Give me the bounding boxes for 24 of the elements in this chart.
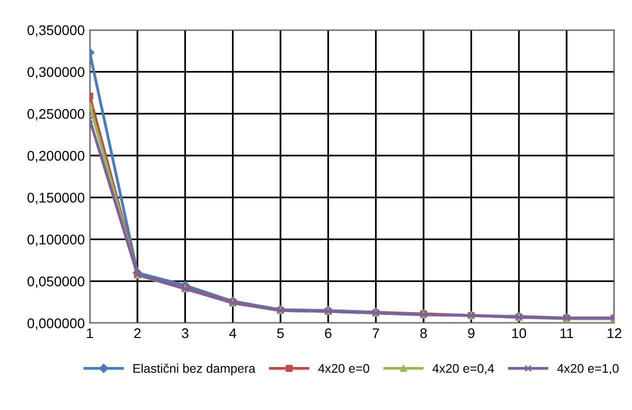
y-tick-label: 0,250000: [28, 109, 84, 120]
x-tick-label: 5: [277, 328, 284, 338]
x-tick-label: 7: [372, 328, 380, 338]
x-tick-label: 9: [468, 328, 474, 338]
y-tick-label: 0,350000: [28, 25, 84, 37]
x-tick-label: 10: [512, 328, 526, 338]
legend-label: 4x20 e=0,4: [432, 364, 494, 374]
y-tick-label: 0,000000: [28, 318, 84, 330]
legend-label: 4x20 e=1,0: [557, 364, 619, 374]
x-tick-label: 6: [325, 328, 332, 338]
x-tick-label: 3: [182, 328, 188, 338]
y-tick-label: 0,050000: [28, 276, 84, 288]
legend-label: Elastični bez dampera: [133, 364, 256, 376]
y-tick-label: 0,300000: [28, 67, 84, 79]
x-tick-label: 8: [420, 328, 427, 338]
y-tick-label: 0,200000: [28, 150, 84, 162]
x-tick-label: 2: [134, 328, 141, 338]
y-tick-label: 0,100000: [28, 234, 84, 246]
y-tick-label: 0,150000: [28, 192, 84, 204]
x-tick-label: 11: [560, 328, 574, 338]
legend-label: 4x20 e=0: [318, 364, 370, 373]
x-tick-label: 4: [229, 328, 236, 338]
x-tick-label: 12: [608, 328, 622, 338]
x-tick-label: 1: [86, 328, 93, 338]
